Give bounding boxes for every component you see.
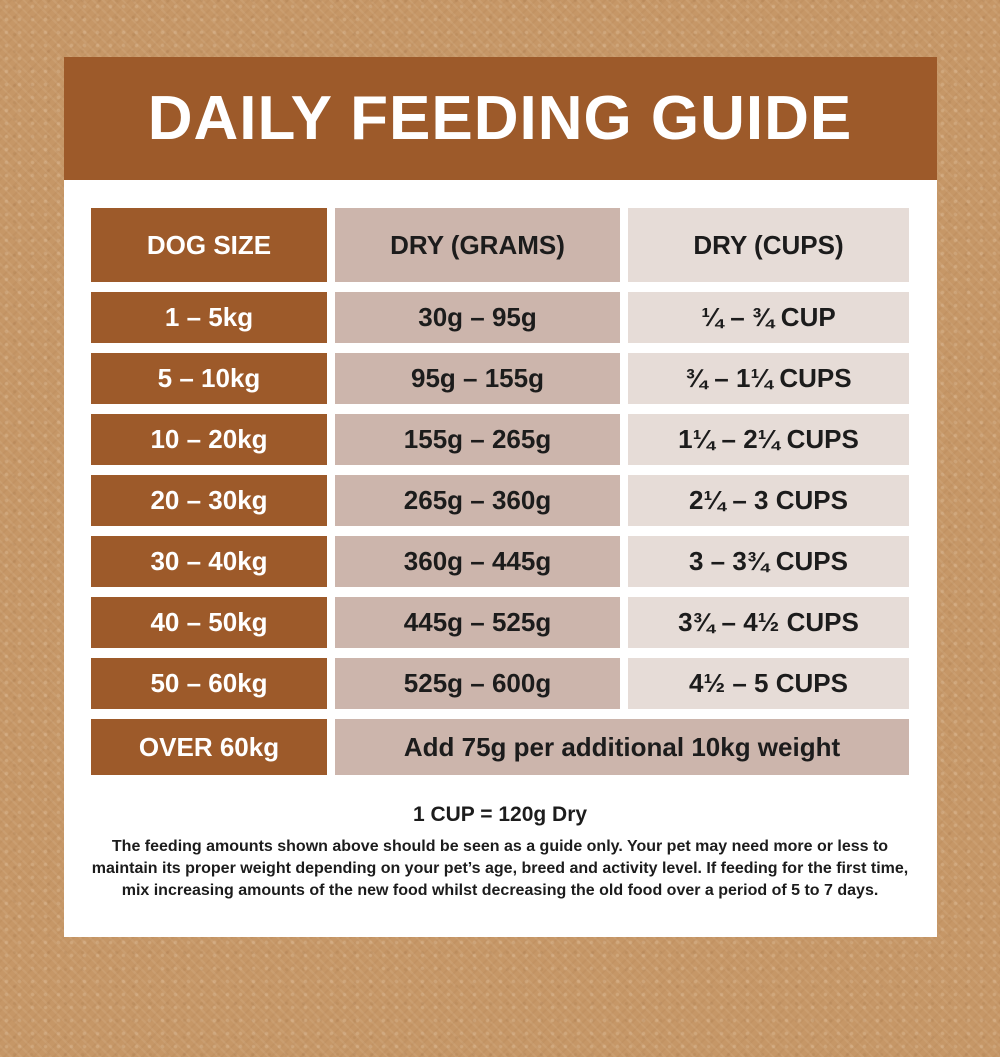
grams-cell: 155g – 265g [335, 414, 620, 465]
dog-size-cell: 30 – 40kg [91, 536, 327, 587]
column-header-dry-grams: DRY (GRAMS) [335, 208, 620, 282]
feeding-guide-card: DAILY FEEDING GUIDE DOG SIZE DRY (GRAMS)… [63, 57, 937, 937]
cup-conversion-note: 1 CUP = 120g Dry [412, 803, 588, 826]
footer: 1 CUP = 120g Dry The feeding amounts sho… [64, 803, 937, 902]
cups-cell: 1¼ – 2¼ CUPS [628, 414, 909, 465]
dog-size-cell: 10 – 20kg [91, 414, 327, 465]
page-title: DAILY FEEDING GUIDE [147, 84, 853, 153]
header-banner: DAILY FEEDING GUIDE [63, 57, 937, 180]
dog-size-cell: 20 – 30kg [91, 475, 327, 526]
cups-cell: 3 – 3¾ CUPS [628, 536, 909, 587]
dog-size-cell: OVER 60kg [91, 719, 327, 775]
grams-cell: 265g – 360g [335, 475, 620, 526]
grams-cell: 445g – 525g [335, 597, 620, 648]
column-header-dry-cups: DRY (CUPS) [628, 208, 909, 282]
column-header-dog-size: DOG SIZE [91, 208, 327, 282]
cups-cell: ¾ – 1¼ CUPS [628, 353, 909, 404]
cups-cell: 2¼ – 3 CUPS [628, 475, 909, 526]
grams-cell: 95g – 155g [335, 353, 620, 404]
dog-size-cell: 5 – 10kg [91, 353, 327, 404]
page-background: { "header": { "title": "DAILY FEEDING GU… [0, 57, 1000, 1057]
cups-cell: 3¾ – 4½ CUPS [628, 597, 909, 648]
grams-cell: 360g – 445g [335, 536, 620, 587]
cups-cell: ¼ – ¾ CUP [628, 292, 909, 343]
over-60kg-note-cell: Add 75g per additional 10kg weight [335, 719, 909, 775]
feeding-table: DOG SIZE DRY (GRAMS) DRY (CUPS) 1 – 5kg … [91, 208, 909, 775]
grams-cell: 30g – 95g [335, 292, 620, 343]
cups-cell: 4½ – 5 CUPS [628, 658, 909, 709]
grams-cell: 525g – 600g [335, 658, 620, 709]
dog-size-cell: 40 – 50kg [91, 597, 327, 648]
disclaimer-text: The feeding amounts shown above should b… [91, 838, 909, 899]
dog-size-cell: 1 – 5kg [91, 292, 327, 343]
dog-size-cell: 50 – 60kg [91, 658, 327, 709]
